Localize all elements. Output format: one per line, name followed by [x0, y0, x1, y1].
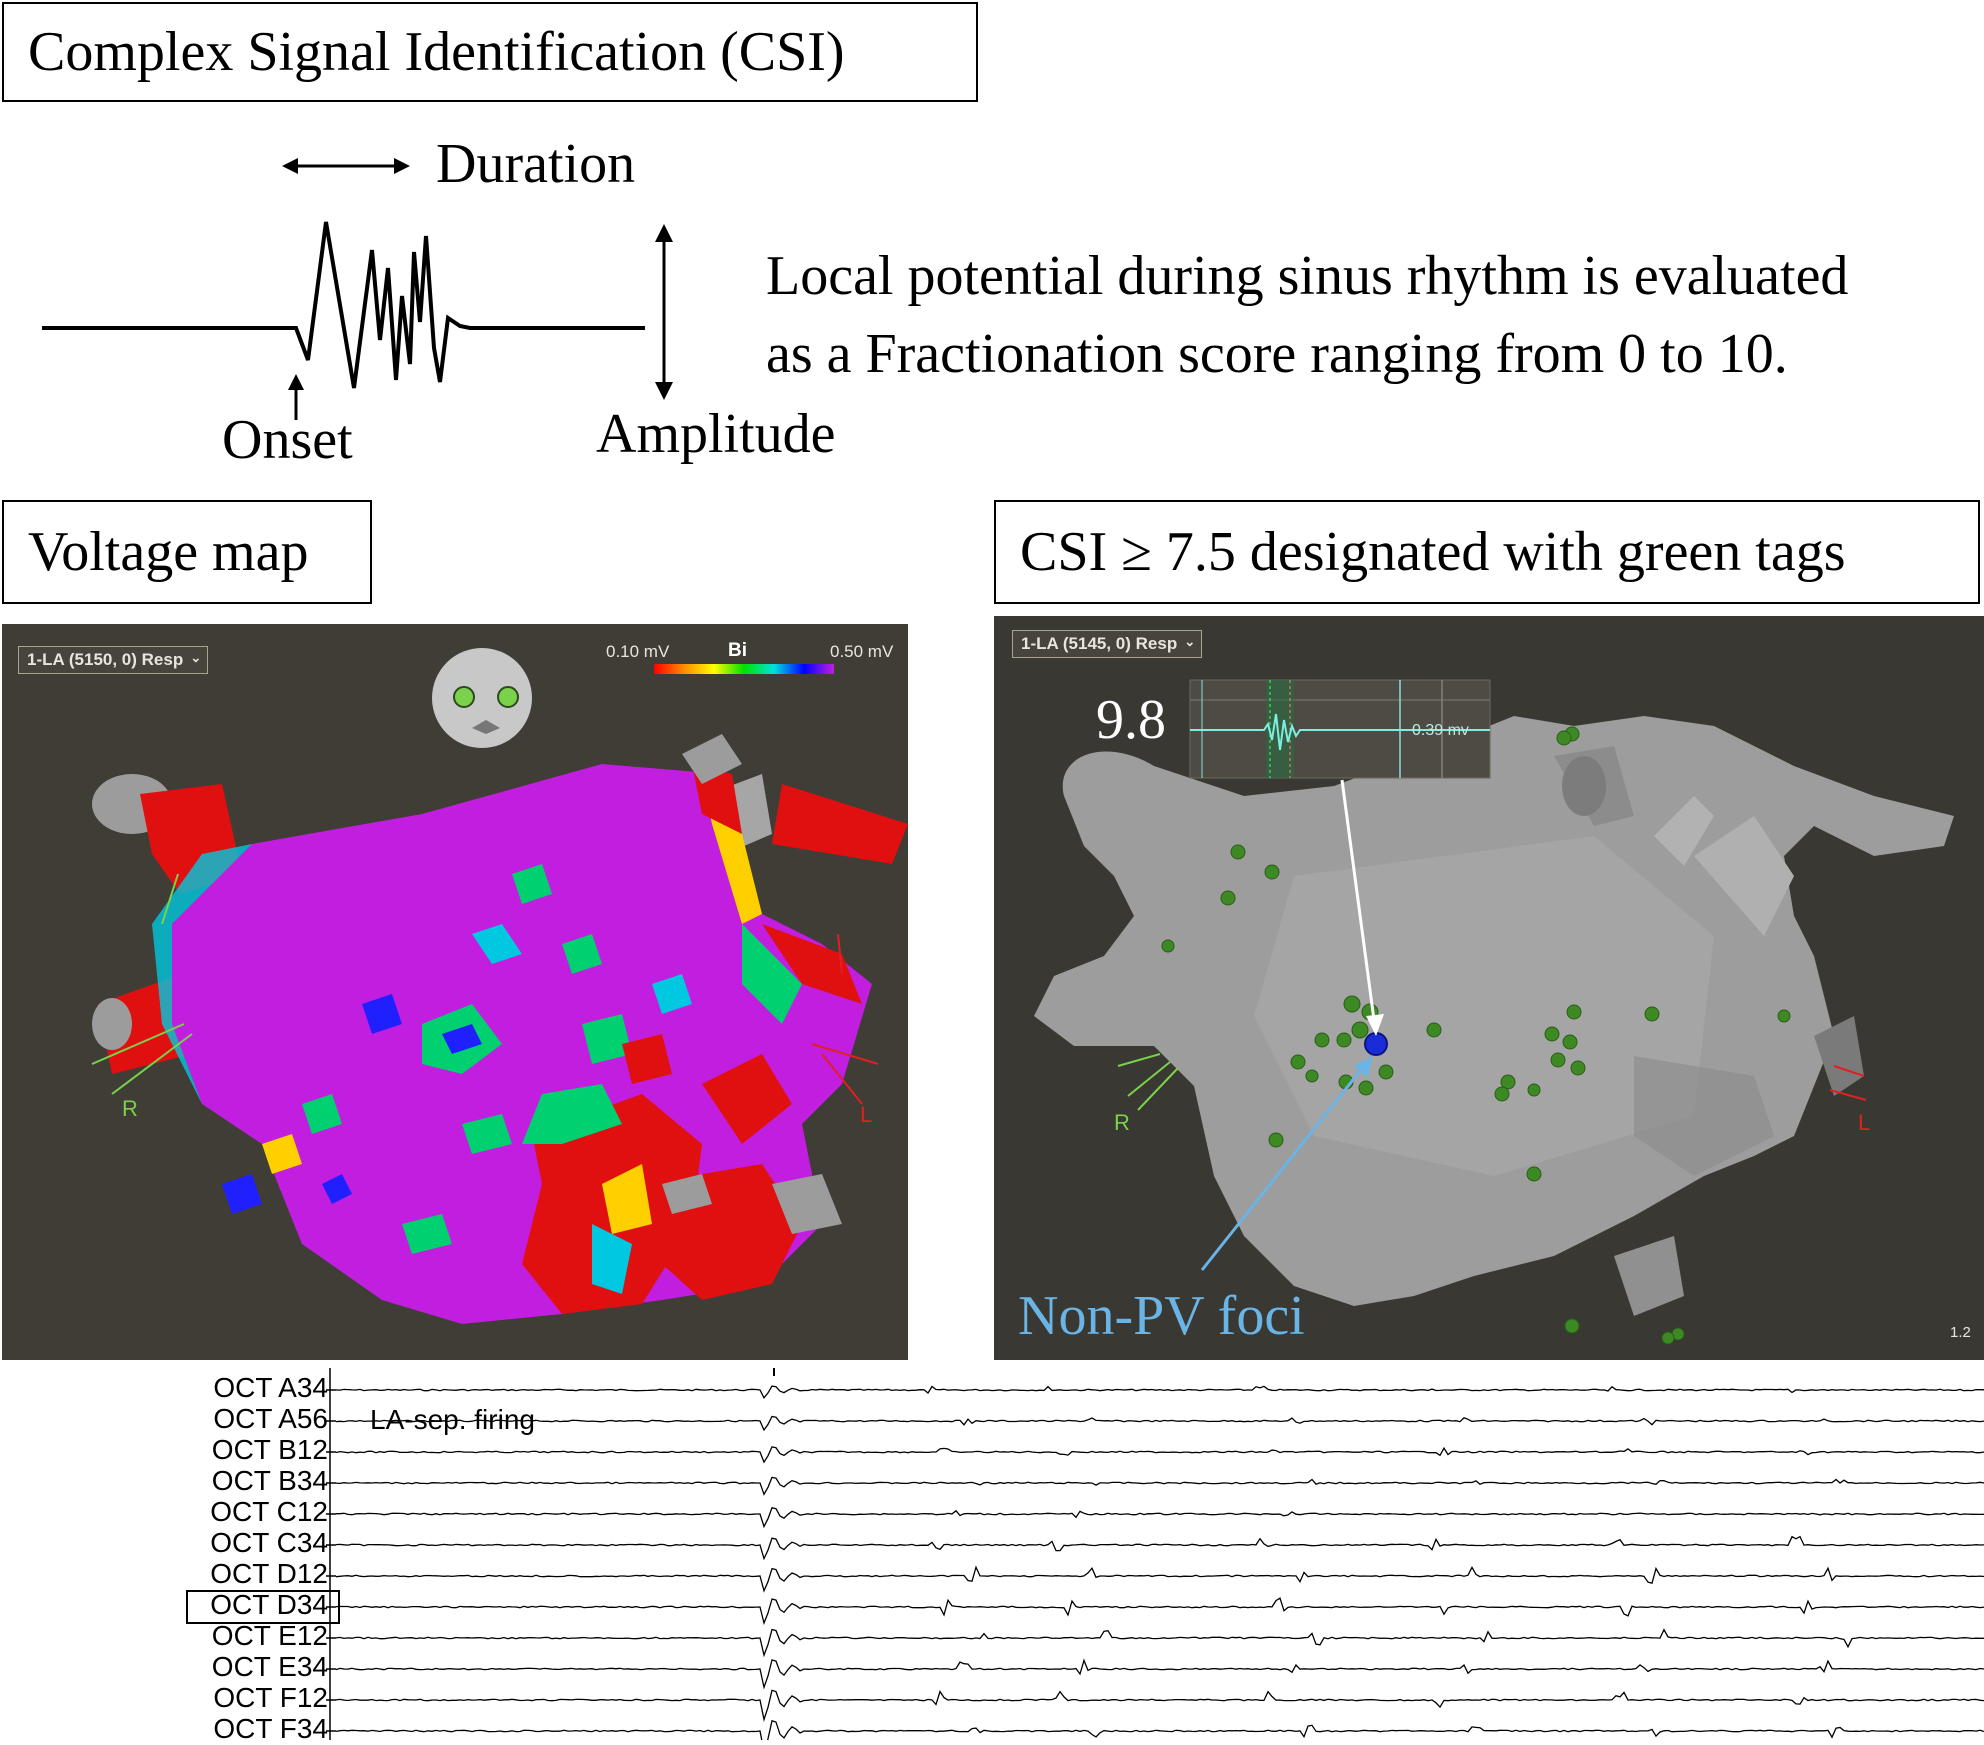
- csi-title: Complex Signal Identification (CSI): [28, 21, 845, 83]
- csi-map-panel: 1-LA (5145, 0) Resp ⌄: [994, 616, 1984, 1360]
- csi-map-render: [1034, 679, 1954, 1345]
- ecg-channel-label: OCT A34: [213, 1372, 328, 1403]
- voltage-map-panel: 1-LA (5150, 0) Resp ⌄ 0.10 mV Bi 0.50 mV: [2, 624, 908, 1360]
- scale-max-label: 0.50 mV: [830, 642, 894, 661]
- description-line-2: as a Fractionation score ranging from 0 …: [766, 323, 1788, 385]
- ecg-trace: [335, 1628, 1984, 1658]
- ecg-traces: [326, 1368, 1984, 1740]
- scale-min-label: 0.10 mV: [606, 642, 670, 661]
- ecg-trace: [335, 1535, 1984, 1561]
- amplitude-arrow: [655, 224, 673, 400]
- csi-left-marker: [1829, 1065, 1867, 1101]
- ecg-trace: [335, 1565, 1984, 1593]
- highlighted-channel-box[interactable]: [186, 1590, 340, 1624]
- ecg-section: LA-sep. firing OCT A34 OCT A56 OCT B12 OCT …: [0, 1364, 1984, 1744]
- voltage-right-marker-label: R: [122, 1096, 138, 1121]
- chevron-down-icon: ⌄: [1184, 634, 1196, 649]
- ecg-channel-label: OCT F12: [213, 1682, 328, 1713]
- ecg-channel-label: OCT C34: [210, 1527, 328, 1558]
- ecg-channel-label: OCT B34: [211, 1465, 328, 1496]
- description-line-1: Local potential during sinus rhythm is e…: [766, 245, 1849, 307]
- scale-mode-label: Bi: [728, 640, 747, 661]
- duration-arrow: [282, 158, 410, 174]
- csi-right-marker-label: R: [1114, 1110, 1130, 1135]
- voltage-map-render: [91, 648, 908, 1324]
- ecg-trace: [335, 1385, 1984, 1399]
- chevron-down-icon: ⌄: [190, 650, 202, 665]
- ecg-trace: [335, 1597, 1984, 1626]
- voltage-map-dropdown[interactable]: 1-LA (5150, 0) Resp ⌄: [18, 646, 209, 674]
- amplitude-label: Amplitude: [596, 403, 836, 465]
- ecg-channel-label: OCT F34: [213, 1713, 328, 1744]
- ecg-channel-label: OCT C12: [210, 1496, 328, 1527]
- fractionation-schematic: [42, 158, 673, 420]
- ecg-trace: [335, 1689, 1984, 1723]
- onset-arrow: [288, 374, 304, 420]
- ecg-channel-label: OCT A56: [213, 1403, 328, 1434]
- csi-title-box: Complex Signal Identification (CSI): [2, 2, 978, 102]
- csi-score: 9.8: [1096, 689, 1166, 751]
- left-marker: [811, 933, 879, 1105]
- voltage-map-title: Voltage map: [28, 521, 309, 583]
- voltage-color-scale: [654, 664, 834, 674]
- ecg-trace: [335, 1658, 1984, 1690]
- duration-label: Duration: [436, 133, 636, 195]
- right-marker: [91, 873, 193, 1095]
- ecg-channel-label: OCT E34: [211, 1651, 328, 1682]
- csi-tags-title: CSI ≥ 7.5 designated with green tags: [1020, 521, 1846, 583]
- csi-tags-title-box: CSI ≥ 7.5 designated with green tags: [994, 500, 1980, 604]
- signal-readout: 0.39 mv: [1412, 722, 1469, 739]
- zoom-readout: 1.2: [1950, 1324, 1971, 1341]
- score-arrow: [1340, 779, 1384, 1036]
- non-pv-foci-label: Non-PV foci: [1018, 1285, 1305, 1347]
- csi-left-marker-label: L: [1858, 1110, 1871, 1135]
- voltage-map-title-box: Voltage map: [2, 500, 372, 604]
- signal-inset: [1189, 679, 1491, 779]
- voltage-left-marker-label: L: [860, 1102, 873, 1127]
- green-tags: [1161, 726, 1791, 1345]
- fractionated-signal: [42, 221, 645, 389]
- ecg-trace: [336, 1507, 1984, 1529]
- ecg-trace: [335, 1719, 1984, 1740]
- csi-right-marker: [1117, 1053, 1179, 1111]
- voltage-map-dropdown-label: 1-LA (5150, 0) Resp: [27, 650, 184, 669]
- ecg-annotation: LA-sep. firing: [370, 1404, 535, 1435]
- selected-focus-marker: [1364, 1032, 1388, 1056]
- csi-map-dropdown-label: 1-LA (5145, 0) Resp: [1021, 634, 1178, 653]
- foci-arrow: [1200, 1056, 1372, 1271]
- csi-map-dropdown[interactable]: 1-LA (5145, 0) Resp ⌄: [1012, 630, 1203, 658]
- orientation-head-icon: [432, 648, 532, 748]
- ecg-channel-label: OCT B12: [211, 1434, 328, 1465]
- ecg-trace: [335, 1476, 1984, 1496]
- onset-label: Onset: [222, 409, 353, 471]
- ecg-trace: [335, 1446, 1984, 1464]
- ecg-channel-label: OCT D12: [210, 1558, 328, 1589]
- ecg-channel-label: OCT D34: [210, 1589, 328, 1620]
- ecg-channel-label: OCT E12: [211, 1620, 328, 1651]
- ecg-trace: [335, 1415, 1984, 1432]
